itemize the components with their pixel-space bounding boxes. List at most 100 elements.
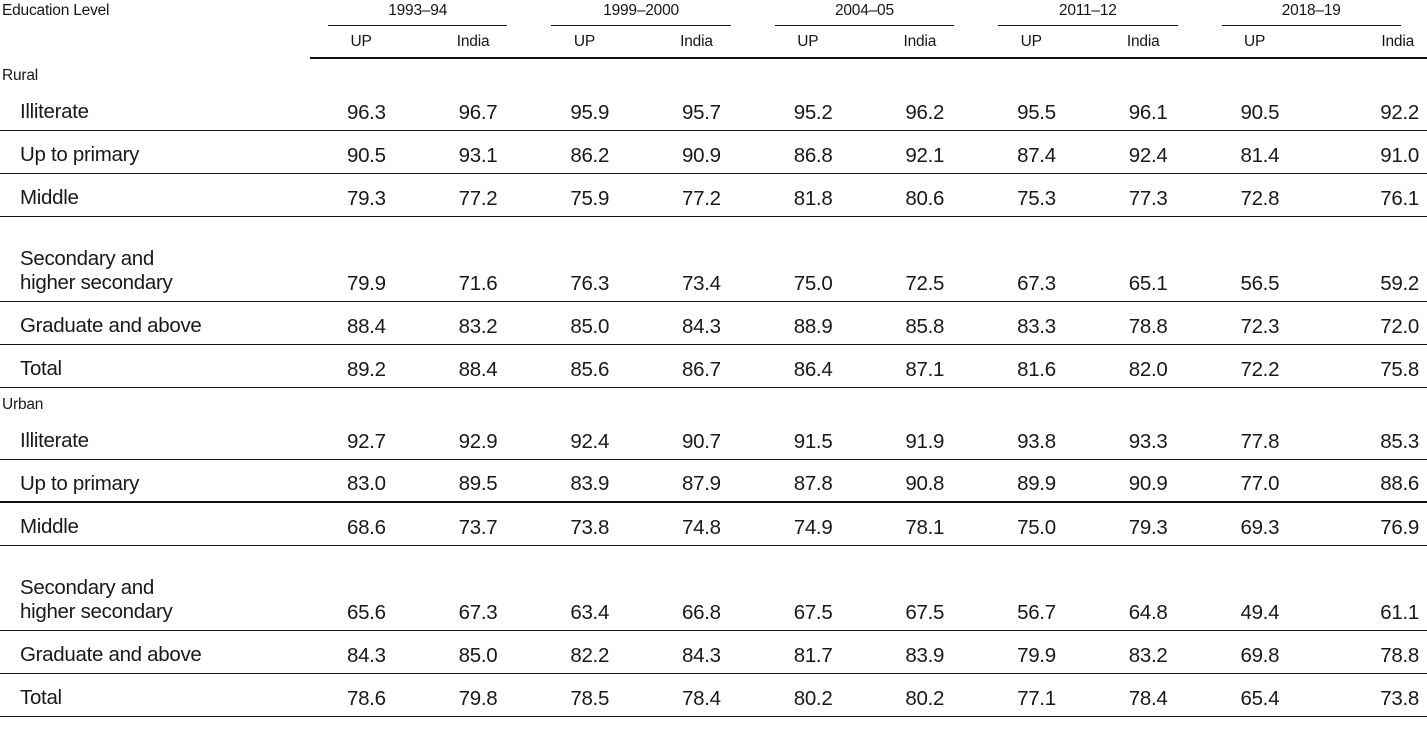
- value-cell: 73.8: [533, 502, 646, 546]
- year-label: 2004–05: [834, 2, 894, 19]
- value-cell: 92.2: [1315, 87, 1427, 131]
- value-cell: 77.1: [980, 673, 1092, 717]
- value-cell: 78.6: [310, 673, 422, 717]
- value-cell: 83.0: [310, 459, 422, 503]
- value-cell: 95.7: [645, 87, 757, 131]
- row-label: Illiterate: [0, 87, 310, 131]
- value-cell: 85.8: [868, 301, 981, 345]
- section-label: Rural: [2, 67, 39, 84]
- value-cell: 90.8: [868, 459, 981, 503]
- value-cell: 73.4: [645, 216, 757, 302]
- value-cell: 87.8: [756, 459, 869, 503]
- value-cell: 72.2: [1203, 344, 1316, 388]
- value-cell: 93.3: [1091, 416, 1204, 460]
- value-cell: 67.3: [980, 216, 1092, 302]
- value-cell: 95.2: [756, 87, 869, 131]
- table-row: Secondary and higher secondary 79.9 71.6 76.…: [0, 216, 1427, 302]
- value-cell: 67.5: [868, 545, 981, 631]
- value-cell: 75.0: [980, 502, 1092, 546]
- value-cell: 90.5: [310, 130, 422, 174]
- value-cell: 85.0: [533, 301, 646, 345]
- value-cell: 92.9: [421, 416, 534, 460]
- value-cell: 73.7: [421, 502, 534, 546]
- value-cell: 78.1: [868, 502, 981, 546]
- value-cell: 59.2: [1315, 216, 1427, 302]
- value-cell: 86.2: [533, 130, 646, 174]
- row-label: Secondary and higher secondary: [0, 216, 310, 302]
- value-cell: 86.7: [645, 344, 757, 388]
- value-cell: 75.8: [1315, 344, 1427, 388]
- value-cell: 93.1: [421, 130, 534, 174]
- value-cell: 93.8: [980, 416, 1092, 460]
- table-row: Total 78.6 79.8 78.5 78.4 80.2 80.2 77.1 78.4 65.…: [0, 673, 1427, 717]
- value-cell: 67.5: [756, 545, 869, 631]
- value-cell: 65.6: [310, 545, 422, 631]
- value-cell: 88.4: [421, 344, 534, 388]
- sub-header-row: UP India UP India UP India UP India UP I…: [0, 28, 1427, 59]
- value-cell: 67.3: [421, 545, 534, 631]
- value-cell: 92.4: [1091, 130, 1204, 174]
- value-cell: 72.3: [1203, 301, 1316, 345]
- value-cell: 63.4: [533, 545, 646, 631]
- value-cell: 79.3: [310, 173, 422, 217]
- value-cell: 78.5: [533, 673, 646, 717]
- value-cell: 81.4: [1203, 130, 1316, 174]
- value-cell: 90.9: [1091, 459, 1204, 503]
- value-cell: 64.8: [1091, 545, 1204, 631]
- value-cell: 75.0: [756, 216, 869, 302]
- value-cell: 73.8: [1315, 673, 1427, 717]
- row-label: Graduate and above: [0, 301, 310, 345]
- value-cell: 78.4: [1091, 673, 1204, 717]
- col-header-up: UP: [980, 28, 1092, 59]
- value-cell: 83.9: [868, 630, 981, 674]
- value-cell: 74.9: [756, 502, 869, 546]
- value-cell: 79.9: [980, 630, 1092, 674]
- value-cell: 81.7: [756, 630, 869, 674]
- value-cell: 79.9: [310, 216, 422, 302]
- value-cell: 96.2: [868, 87, 981, 131]
- value-cell: 66.8: [645, 545, 757, 631]
- value-cell: 89.5: [421, 459, 534, 503]
- value-cell: 88.6: [1315, 459, 1427, 503]
- row-label: Total: [0, 344, 310, 388]
- value-cell: 77.8: [1203, 416, 1316, 460]
- value-cell: 96.1: [1091, 87, 1204, 131]
- value-cell: 90.9: [645, 130, 757, 174]
- col-header-up: UP: [756, 28, 869, 59]
- value-cell: 83.9: [533, 459, 646, 503]
- col-header-india: India: [1091, 28, 1204, 59]
- value-cell: 83.3: [980, 301, 1092, 345]
- table-row: Illiterate 96.3 96.7 95.9 95.7 95.2 96.2 95.5 96…: [0, 87, 1427, 131]
- row-label: Secondary and higher secondary: [0, 545, 310, 631]
- education-level-header: Education Level: [2, 2, 110, 19]
- section-row-urban: Urban: [0, 387, 1427, 416]
- table-row: Secondary and higher secondary 65.6 67.3 63.…: [0, 545, 1427, 631]
- year-group-2011-12: 2011–12: [980, 0, 1203, 28]
- row-label: Middle: [0, 173, 310, 217]
- value-cell: 86.8: [756, 130, 869, 174]
- value-cell: 96.7: [421, 87, 534, 131]
- value-cell: 83.2: [1091, 630, 1204, 674]
- table-body: Rural Illiterate 96.3 96.7 95.9 95.7 95.2 96.2 9…: [0, 58, 1427, 717]
- value-cell: 76.3: [533, 216, 646, 302]
- table-row: Total 89.2 88.4 85.6 86.7 86.4 87.1 81.6 82.0 72.…: [0, 344, 1427, 388]
- value-cell: 77.0: [1203, 459, 1316, 503]
- table-row: Graduate and above 84.3 85.0 82.2 84.3 81.7 83…: [0, 630, 1427, 674]
- value-cell: 80.6: [868, 173, 981, 217]
- table-row: Up to primary 90.5 93.1 86.2 90.9 86.8 92.1 87.…: [0, 130, 1427, 174]
- value-cell: 91.5: [756, 416, 869, 460]
- value-cell: 90.5: [1203, 87, 1316, 131]
- value-cell: 96.3: [310, 87, 422, 131]
- value-cell: 65.1: [1091, 216, 1204, 302]
- col-header-india: India: [868, 28, 981, 59]
- value-cell: 78.8: [1315, 630, 1427, 674]
- col-header-india: India: [1315, 28, 1427, 59]
- value-cell: 92.4: [533, 416, 646, 460]
- value-cell: 80.2: [868, 673, 981, 717]
- value-cell: 85.6: [533, 344, 646, 388]
- value-cell: 81.6: [980, 344, 1092, 388]
- value-cell: 91.0: [1315, 130, 1427, 174]
- value-cell: 91.9: [868, 416, 981, 460]
- value-cell: 75.3: [980, 173, 1092, 217]
- value-cell: 87.1: [868, 344, 981, 388]
